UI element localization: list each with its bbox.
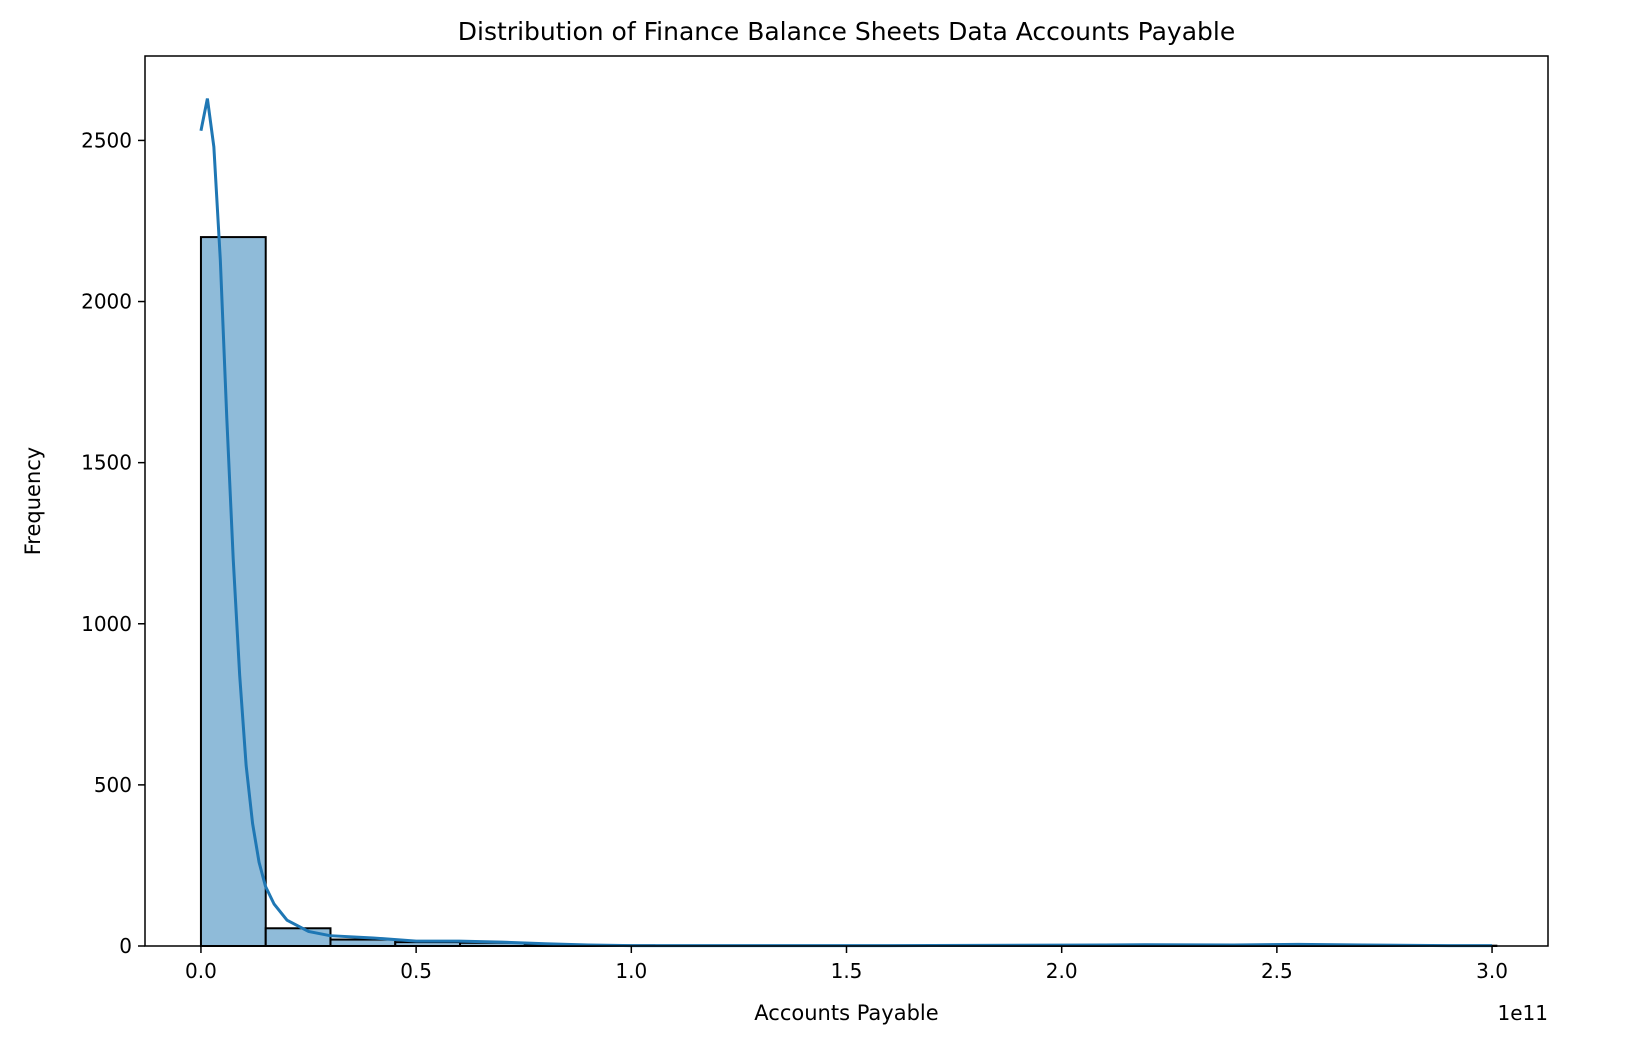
histogram-bars: [199, 236, 1498, 948]
x-axis-ticks: 0.0 0.5 1.0 1.5 2.0 2.5 3.0: [185, 946, 1508, 983]
x-tick-label: 2.0: [1046, 959, 1078, 983]
y-tick-label: 500: [94, 773, 132, 797]
x-axis-label: Accounts Payable: [754, 1001, 938, 1025]
x-tick-label: 1.5: [831, 959, 863, 983]
plot-frame: [144, 55, 1549, 947]
y-axis-label: Frequency: [21, 447, 45, 556]
y-tick-label: 2000: [81, 290, 132, 314]
y-tick-label: 1000: [81, 612, 132, 636]
histogram-bar: [329, 938, 397, 948]
y-tick-label: 1500: [81, 451, 132, 475]
x-tick-label: 0.0: [185, 959, 217, 983]
histogram-bar: [199, 236, 267, 948]
y-tick-label: 2500: [81, 128, 132, 152]
chart-title: Distribution of Finance Balance Sheets D…: [458, 17, 1235, 46]
y-axis-ticks: 0 500 1000 1500 2000 2500: [81, 128, 145, 958]
y-tick-label: 0: [119, 934, 132, 958]
histogram-bar: [264, 927, 332, 948]
x-tick-label: 2.5: [1261, 959, 1293, 983]
x-tick-label: 0.5: [400, 959, 432, 983]
x-tick-label: 1.0: [615, 959, 647, 983]
kde-curve: [199, 98, 1493, 948]
x-tick-label: 3.0: [1476, 959, 1508, 983]
x-axis-offset-text: 1e11: [1498, 1001, 1548, 1025]
